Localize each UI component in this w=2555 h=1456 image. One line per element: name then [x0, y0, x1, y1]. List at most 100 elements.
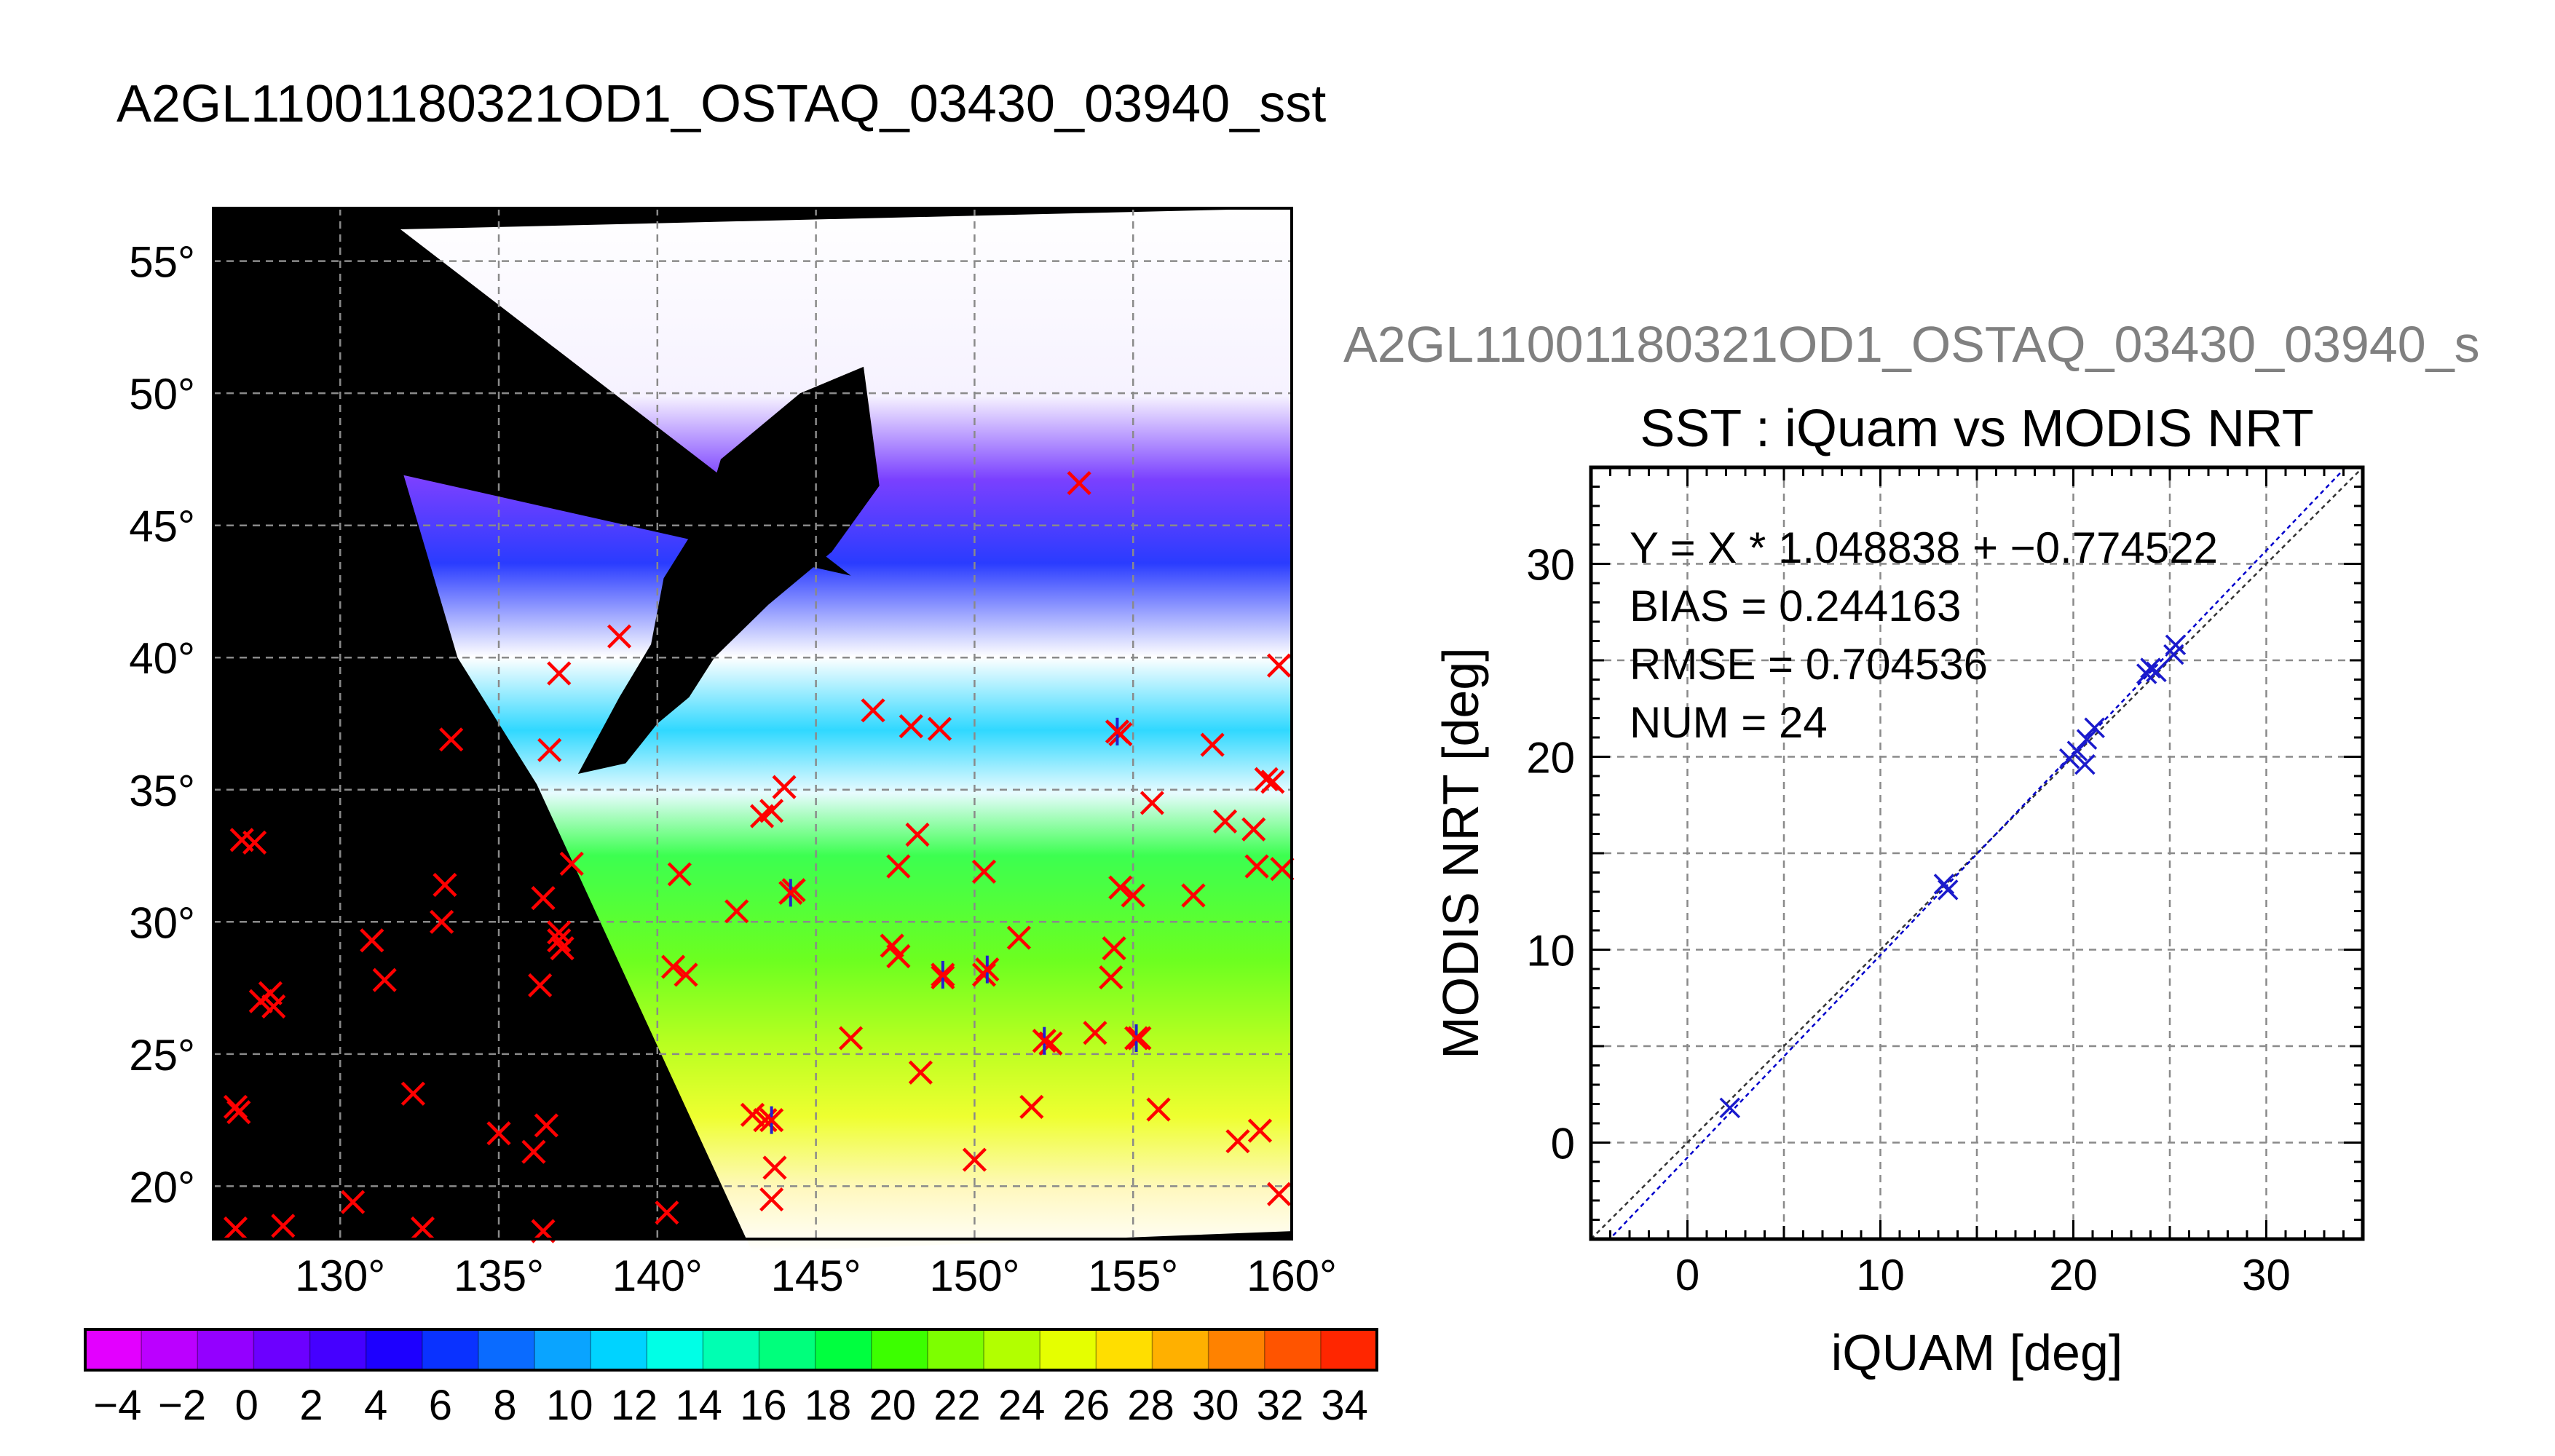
station-marker [908, 1060, 933, 1085]
scatter-point [2146, 661, 2167, 683]
colorbar-tick-label: 28 [1127, 1382, 1174, 1429]
station-marker [486, 1121, 511, 1146]
colorbar-cell [647, 1329, 704, 1370]
colorbar-cell [1040, 1329, 1097, 1370]
colorbar-frame [84, 1328, 1378, 1372]
colorbar-tick-label: 32 [1257, 1382, 1304, 1429]
station-marker [521, 1139, 546, 1164]
lon-tick-label: 145° [771, 1251, 861, 1300]
lat-tick-label: 55° [129, 238, 195, 287]
colorbar-tick-label: −4 [93, 1382, 141, 1429]
colorbar-tick-label: 24 [998, 1382, 1046, 1429]
matched-station-marker [778, 879, 803, 907]
swath-area [400, 208, 1292, 1253]
colorbar-cell [871, 1329, 928, 1370]
lat-tick-label: 50° [129, 370, 195, 419]
colorbar-cell [1152, 1329, 1209, 1370]
station-marker [759, 1187, 784, 1212]
stats-line: NUM = 24 [1630, 698, 1828, 747]
colorbar-cell [703, 1329, 760, 1370]
station-marker [433, 872, 457, 898]
station-marker [1225, 1129, 1250, 1154]
station-marker [838, 1026, 864, 1051]
station-marker [400, 1081, 426, 1106]
station-marker [927, 716, 952, 741]
colorbar-cell [1096, 1329, 1153, 1370]
scatter-point [1938, 879, 1959, 901]
station-marker [223, 1216, 248, 1241]
identity-line [1591, 467, 2363, 1239]
station-marker [886, 943, 911, 969]
station-marker [1200, 732, 1225, 757]
lat-tick-label: 20° [129, 1163, 195, 1211]
colorbar-tick-label: 30 [1192, 1382, 1239, 1429]
station-marker [772, 775, 797, 799]
station-marker [905, 822, 930, 847]
station-marker [1247, 1118, 1273, 1143]
lat-tick-label: 25° [129, 1031, 195, 1080]
stats-line: BIAS = 0.244163 [1630, 582, 1961, 630]
station-marker [1108, 875, 1133, 900]
lat-tick-label: 45° [129, 502, 195, 551]
station-marker [607, 624, 632, 649]
scatter-point [1719, 1097, 1741, 1119]
x-tick-label: 10 [1856, 1251, 1905, 1299]
colorbar-tick-label: 0 [235, 1382, 258, 1429]
station-marker [1127, 1026, 1152, 1051]
colorbar-cell [815, 1329, 872, 1370]
station-marker [1121, 883, 1145, 908]
lon-tick-label: 130° [295, 1251, 385, 1300]
matched-station-marker [759, 1106, 784, 1134]
colorbar-tick-label: 20 [869, 1382, 916, 1429]
colorbar-tick-label: 10 [546, 1382, 593, 1429]
station-marker [534, 1113, 558, 1138]
y-tick-label: 30 [1526, 541, 1575, 590]
station-marker [550, 936, 574, 961]
station-marker [1102, 936, 1126, 961]
colorbar-tick-label: 26 [1063, 1382, 1110, 1429]
lon-tick-label: 135° [454, 1251, 544, 1300]
station-marker [248, 989, 273, 1013]
map-frame [212, 207, 1293, 1241]
matched-station-marker [931, 960, 955, 989]
colorbar-cell [1320, 1329, 1378, 1370]
station-marker [655, 1200, 679, 1225]
scatter-point [1933, 874, 1955, 895]
station-marker [1181, 883, 1206, 908]
scatter-caption: A2GL11001180321OD1_OSTAQ_03430_03940_s [1343, 316, 2480, 373]
colorbar-cell [1208, 1329, 1265, 1370]
station-marker [899, 714, 923, 739]
colorbar-tick-label: 14 [675, 1382, 722, 1429]
colorbar-tick-label: 2 [299, 1382, 323, 1429]
x-axis-label: iQUAM [deg] [1831, 1324, 2123, 1381]
station-marker [1140, 791, 1164, 815]
station-marker [1266, 653, 1292, 678]
x-tick-label: 30 [2242, 1251, 2291, 1299]
scatter-point [2074, 753, 2096, 775]
scatter-point [2066, 740, 2088, 761]
station-marker [547, 661, 572, 686]
stats-line: RMSE = 0.704536 [1630, 640, 1988, 689]
matched-station-marker [975, 955, 1000, 984]
page-title: A2GL11001180321OD1_OSTAQ_03430_03940_sst [117, 75, 1326, 133]
station-marker [439, 727, 464, 752]
stats-line: Y = X * 1.048838 + −0.774522 [1630, 523, 2218, 572]
station-marker [1260, 769, 1285, 794]
colorbar-cell [1264, 1329, 1322, 1370]
colorbar-cell [197, 1329, 255, 1370]
colorbar-cell [253, 1329, 311, 1370]
colorbar-tick-label: 6 [429, 1382, 452, 1429]
scatter-plot: A2GL11001180321OD1_OSTAQ_03430_03940_s S… [1343, 316, 2480, 1381]
station-marker [242, 830, 267, 855]
colorbar-cell [759, 1329, 816, 1370]
scatter-point [2140, 657, 2161, 678]
land-mask [577, 366, 880, 774]
fit-line [1608, 467, 2347, 1239]
station-marker [1266, 1182, 1292, 1206]
station-marker [1146, 1097, 1171, 1122]
station-marker [1019, 1094, 1044, 1120]
lon-tick-label: 160° [1247, 1251, 1337, 1300]
station-marker [261, 994, 286, 1019]
lon-tick-label: 140° [612, 1251, 703, 1300]
